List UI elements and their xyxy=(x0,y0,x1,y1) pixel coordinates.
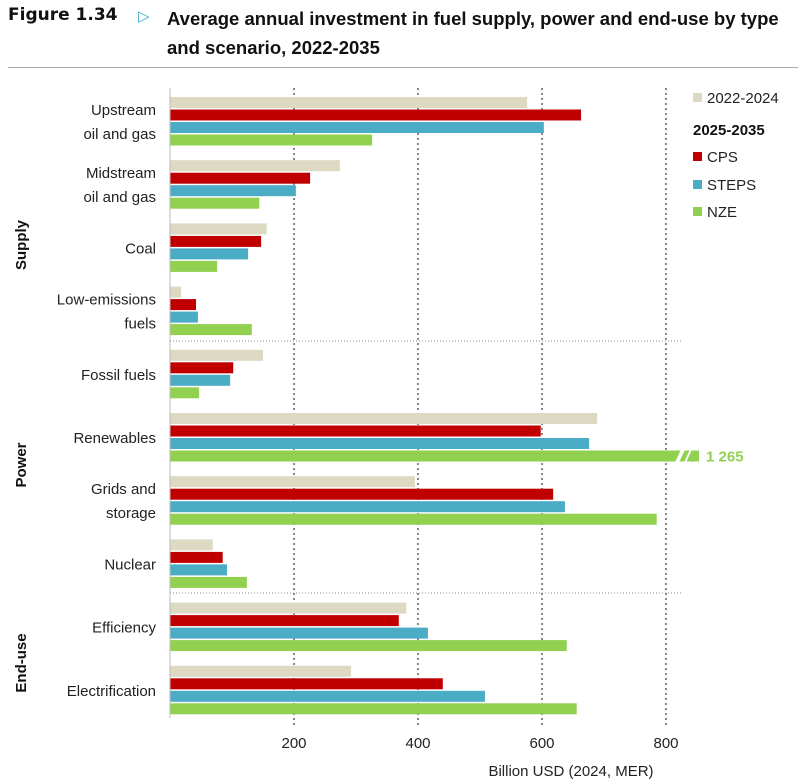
bar-steps xyxy=(170,374,231,386)
section-label: End-use xyxy=(13,633,30,692)
bar-cps xyxy=(170,362,234,374)
bar-steps xyxy=(170,311,198,323)
bar-2022-2024 xyxy=(170,665,352,677)
bar-2022-2024 xyxy=(170,539,213,551)
bar-nze xyxy=(170,576,247,588)
bar-steps xyxy=(170,248,249,260)
category-label: Midstream xyxy=(86,165,156,182)
section-label: Supply xyxy=(13,219,30,270)
x-tick-label: 600 xyxy=(529,735,554,752)
category-label: Coal xyxy=(125,240,156,257)
bar-steps xyxy=(170,438,590,449)
bar-nze xyxy=(170,324,252,336)
bar-steps xyxy=(170,564,228,576)
chart-title: Average annual investment in fuel supply… xyxy=(167,8,779,58)
bar-cps xyxy=(170,109,582,121)
legend-swatch-cps xyxy=(693,152,702,161)
bar-nze xyxy=(170,513,657,525)
bar-nze xyxy=(170,703,577,715)
bar-2022-2024 xyxy=(170,349,263,361)
bar-cps xyxy=(170,615,399,627)
bar-steps xyxy=(170,122,544,133)
bar-steps xyxy=(170,627,428,639)
bar-cps xyxy=(170,299,197,311)
figure-label: Figure 1.34 xyxy=(8,5,118,25)
legend-label: STEPS xyxy=(707,177,756,194)
legend-group-title: 2025-2035 xyxy=(693,122,765,139)
title-divider xyxy=(8,67,798,68)
x-axis-title: Billion USD (2024, MER) xyxy=(488,763,653,780)
bar-cps xyxy=(170,551,223,563)
x-tick-label: 400 xyxy=(405,735,430,752)
x-tick-label: 200 xyxy=(281,735,306,752)
category-label: fuels xyxy=(124,316,156,333)
arrow-icon: ▷ xyxy=(138,8,150,25)
section-label: Power xyxy=(13,442,30,487)
bar-nze xyxy=(170,387,200,399)
bar-cps xyxy=(170,172,311,184)
legend-label: CPS xyxy=(707,149,738,166)
bar-steps xyxy=(170,690,485,702)
bar-steps xyxy=(170,185,296,197)
axis-break-mark xyxy=(684,449,692,463)
category-label: Upstream xyxy=(91,102,156,119)
bar-nze xyxy=(170,260,218,272)
bar-nze xyxy=(170,450,699,462)
legend-swatch-2022-2024 xyxy=(693,93,702,102)
bar-cps xyxy=(170,235,262,247)
category-label: Nuclear xyxy=(104,556,156,573)
category-label: storage xyxy=(106,505,156,522)
bar-nze xyxy=(170,197,260,209)
category-label: Renewables xyxy=(73,430,156,447)
bar-2022-2024 xyxy=(170,602,407,614)
category-label: oil and gas xyxy=(83,189,156,206)
bar-2022-2024 xyxy=(170,97,528,108)
bar-cps xyxy=(170,488,554,500)
bar-cps xyxy=(170,425,541,437)
category-label: Grids and xyxy=(91,481,156,498)
category-label: Electrification xyxy=(67,683,156,700)
category-label: Fossil fuels xyxy=(81,367,156,384)
category-label: Low-emissions xyxy=(57,292,156,309)
legend-label: 2022-2024 xyxy=(707,90,779,107)
legend-label: NZE xyxy=(707,204,737,221)
category-label: Efficiency xyxy=(92,620,156,637)
bar-2022-2024 xyxy=(170,413,598,424)
bar-nze xyxy=(170,134,373,146)
bar-2022-2024 xyxy=(170,160,340,172)
bar-2022-2024 xyxy=(170,286,182,298)
bar-steps xyxy=(170,501,565,513)
x-tick-label: 800 xyxy=(653,735,678,752)
bar-2022-2024 xyxy=(170,476,415,488)
bar-2022-2024 xyxy=(170,223,267,235)
bar-cps xyxy=(170,678,443,690)
category-label: oil and gas xyxy=(83,126,156,143)
axis-break-mark xyxy=(675,449,685,463)
legend-swatch-steps xyxy=(693,180,702,189)
legend-swatch-nze xyxy=(693,207,702,216)
bar-nze xyxy=(170,640,567,652)
data-label: 1 265 xyxy=(706,449,744,466)
